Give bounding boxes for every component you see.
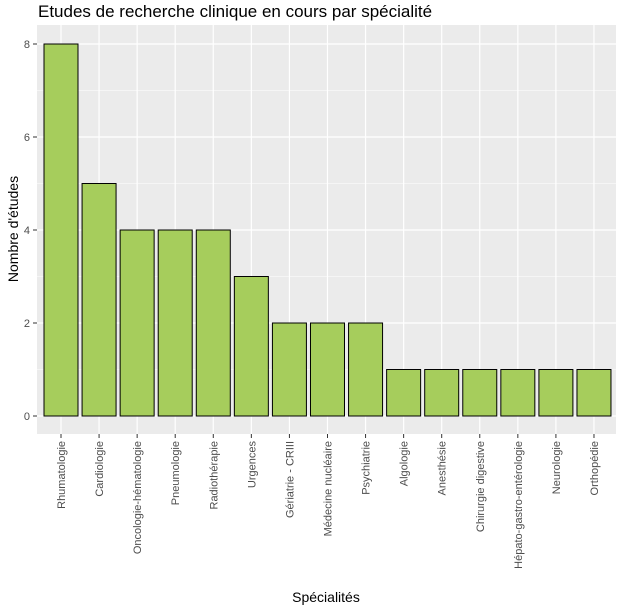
bar xyxy=(538,369,574,417)
y-tick-label: 8 xyxy=(24,39,30,51)
chart-title: Etudes de recherche clinique en cours pa… xyxy=(38,2,432,21)
bar xyxy=(271,322,307,417)
bar xyxy=(424,369,460,417)
y-axis-label: Nombre d'études xyxy=(5,176,21,282)
bar xyxy=(500,369,536,417)
x-tick-label: Rhumatologie xyxy=(56,441,68,509)
x-tick-label: Psychiatrie xyxy=(361,441,373,495)
y-tick-label: 0 xyxy=(24,411,30,423)
x-tick-label: Gériatrie - CRIII xyxy=(284,441,296,518)
bar xyxy=(309,322,345,417)
bar xyxy=(195,229,231,417)
x-tick-label: Urgences xyxy=(246,441,258,489)
bar xyxy=(81,183,117,417)
y-axis: 0 2 4 6 8 xyxy=(24,39,37,423)
y-tick-label: 6 xyxy=(24,132,30,144)
y-tick-label: 2 xyxy=(24,318,30,330)
x-tick-label: Algologie xyxy=(399,441,411,486)
bar xyxy=(233,276,269,417)
bar xyxy=(462,369,498,417)
bar xyxy=(576,369,612,417)
bar xyxy=(386,369,422,417)
bar xyxy=(157,229,193,417)
x-axis: Rhumatologie Cardiologie Oncologie-hématol… xyxy=(56,434,601,569)
bar xyxy=(43,43,79,417)
bar xyxy=(119,229,155,417)
x-tick-label: Neurologie xyxy=(551,441,563,494)
x-tick-label: Orthopédie xyxy=(589,441,601,495)
x-tick-label: Chirurgie digestive xyxy=(475,441,487,532)
y-tick-label: 4 xyxy=(24,225,30,237)
x-tick-label: Anesthésie xyxy=(437,441,449,495)
bar xyxy=(348,322,384,417)
bars xyxy=(43,43,612,417)
x-tick-label: Pneumologie xyxy=(170,441,182,505)
x-tick-label: Radiothérapie xyxy=(208,441,220,510)
x-tick-label: Hépato-gastro-entérologie xyxy=(513,441,525,569)
x-tick-label: Médecine nucléaire xyxy=(322,441,334,536)
x-tick-label: Oncologie-hématologie xyxy=(132,441,144,554)
x-tick-label: Cardiologie xyxy=(94,441,106,497)
x-axis-label: Spécialités xyxy=(292,589,360,605)
